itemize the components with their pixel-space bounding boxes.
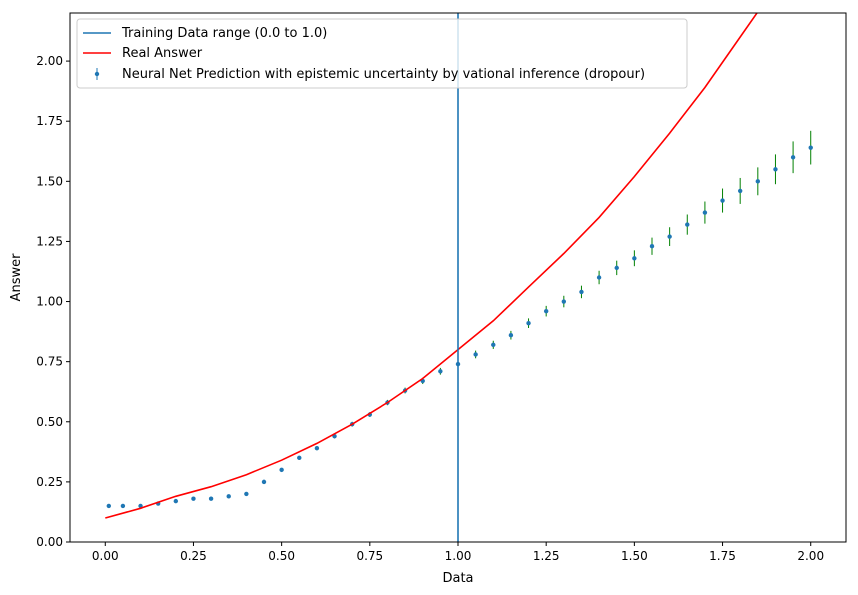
prediction-point [755, 179, 761, 184]
prediction-point [702, 210, 708, 215]
prediction-point [596, 275, 602, 280]
y-axis-label: Answer [9, 253, 24, 302]
prediction-point [685, 222, 690, 227]
legend-box [76, 18, 688, 89]
prediction-point [261, 479, 267, 485]
y-tick-label: 0.75 [36, 355, 63, 369]
prediction-point [491, 342, 496, 348]
legend-label-prediction: Neural Net Prediction with epistemic unc… [122, 67, 645, 82]
y-tick-label: 1.00 [36, 295, 63, 309]
prediction-point [208, 496, 214, 501]
prediction-point [808, 145, 813, 150]
prediction-point [526, 320, 531, 326]
prediction-point [279, 467, 284, 473]
prediction-point [314, 446, 320, 451]
y-tick-label: 2.00 [36, 54, 63, 68]
prediction-point [173, 498, 179, 504]
prediction-point [561, 299, 567, 304]
y-tick-label: 0.00 [36, 535, 63, 549]
prediction-point [614, 265, 619, 271]
real-answer-line [105, 13, 758, 519]
y-tick-label: 1.75 [36, 114, 63, 128]
prediction-point [649, 244, 655, 249]
y-tick-label: 0.50 [36, 415, 63, 429]
x-axis-label: Data [442, 571, 473, 586]
y-tick-label: 1.25 [36, 234, 63, 248]
legend: Training Data range (0.0 to 1.0) Real An… [76, 18, 688, 89]
prediction-point [226, 494, 231, 499]
x-tick-label: 1.25 [533, 549, 560, 563]
prediction-point [667, 234, 672, 239]
legend-swatch-prediction [94, 68, 100, 80]
legend-label-training-range: Training Data range (0.0 to 1.0) [121, 26, 327, 41]
x-tick-label: 1.50 [621, 549, 648, 563]
x-tick-label: 0.25 [180, 549, 207, 563]
prediction-point [191, 496, 196, 501]
axes: 0.00 0.25 0.50 0.75 1.00 1.25 1.50 1.75 2.00 0.00… [36, 12, 847, 563]
y-tick-label: 1.50 [36, 174, 63, 188]
prediction-point [543, 308, 549, 314]
prediction-point [579, 289, 584, 295]
prediction-point [120, 503, 126, 509]
x-tick-label: 0.75 [356, 549, 383, 563]
legend-marker-icon [94, 71, 100, 77]
x-tick-label: 0.00 [92, 549, 119, 563]
prediction-point [790, 155, 796, 160]
prediction-point [244, 491, 249, 497]
prediction-point [473, 352, 478, 357]
x-tick-label: 1.75 [709, 549, 736, 563]
prediction-point [138, 503, 143, 509]
legend-label-real-answer: Real Answer [122, 46, 203, 61]
prediction-point [720, 198, 725, 203]
x-tick-label: 1.00 [445, 549, 472, 563]
plot-area [105, 13, 813, 542]
prediction-point [508, 333, 514, 338]
y-tick-label: 0.25 [36, 475, 63, 489]
prediction-point [297, 455, 302, 461]
x-tick-label: 2.00 [797, 549, 824, 563]
prediction-point [632, 256, 637, 261]
prediction-point [773, 167, 778, 172]
x-tick-label: 0.50 [268, 549, 295, 563]
prediction-point [438, 369, 443, 374]
prediction-point [106, 503, 112, 509]
prediction-point [737, 188, 743, 194]
